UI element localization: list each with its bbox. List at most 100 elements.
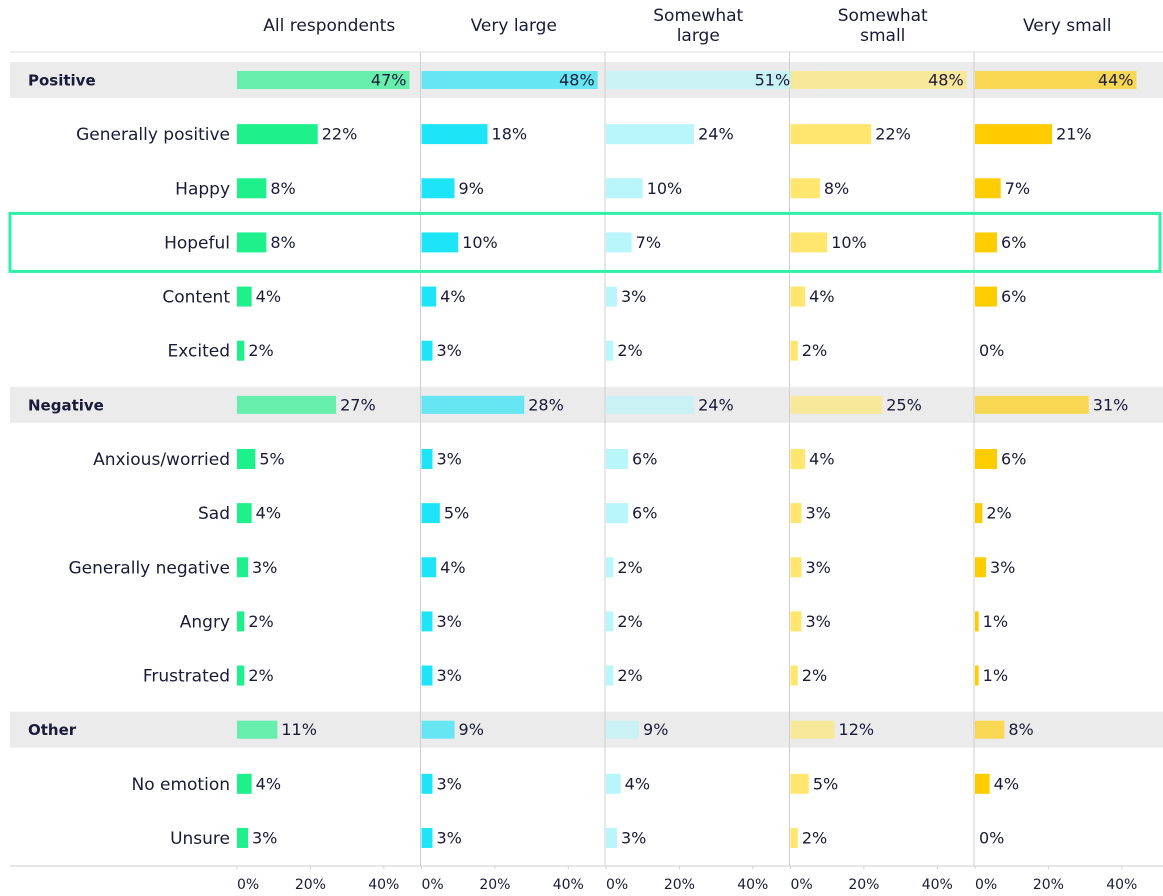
bar (790, 395, 883, 414)
bar (790, 557, 802, 578)
value-label: 3% (806, 612, 831, 631)
bar (606, 720, 640, 739)
bar (790, 773, 809, 794)
x-tick-label: 0% (791, 877, 813, 893)
value-label: 4% (809, 449, 834, 468)
bar (790, 827, 798, 848)
value-label: 7% (1005, 179, 1030, 198)
bar (421, 340, 433, 361)
category-label: Angry (180, 612, 230, 632)
bar (237, 124, 318, 145)
column-header: Very small (1022, 16, 1112, 36)
group-label: Other (28, 721, 77, 739)
bar (421, 124, 488, 145)
x-tick-label: 20% (664, 877, 695, 893)
value-label: 4% (256, 774, 281, 793)
bar (975, 665, 979, 686)
value-label: 2% (617, 341, 642, 360)
value-label: 3% (252, 828, 277, 847)
value-label: 1% (983, 612, 1008, 631)
column-header: Very large (470, 16, 557, 36)
value-label: 0% (979, 828, 1004, 847)
value-label: 3% (806, 558, 831, 577)
column-header: Somewhat small (837, 6, 928, 46)
value-label: 22% (875, 125, 911, 144)
value-label: 48% (559, 71, 595, 90)
bar (606, 557, 614, 578)
bar (237, 665, 245, 686)
value-label: 8% (824, 179, 849, 198)
category-label: No emotion (131, 775, 230, 795)
value-label: 22% (322, 125, 358, 144)
bar (606, 232, 632, 253)
bar (237, 720, 278, 739)
value-label: 4% (809, 287, 834, 306)
value-label: 5% (444, 504, 469, 523)
bar (975, 71, 1137, 89)
x-tick-label: 40% (1106, 877, 1137, 893)
x-tick-label: 20% (848, 877, 879, 893)
bar (421, 720, 455, 739)
category-label: Anxious/worried (93, 450, 230, 470)
group-label: Positive (28, 72, 96, 90)
value-label: 2% (248, 341, 273, 360)
bar (237, 503, 252, 524)
bar (237, 340, 245, 361)
x-tick-label: 20% (1033, 877, 1064, 893)
bar (975, 124, 1053, 145)
value-label: 9% (643, 720, 668, 739)
category-label: Generally negative (68, 558, 230, 578)
bar (606, 71, 794, 89)
value-label: 1% (983, 666, 1008, 685)
value-label: 4% (440, 558, 465, 577)
category-label: Happy (175, 179, 230, 199)
value-label: 4% (625, 774, 650, 793)
value-label: 4% (994, 774, 1019, 793)
bar (790, 720, 835, 739)
bar (790, 340, 798, 361)
x-tick-label: 0% (422, 877, 444, 893)
x-tick-label: 0% (237, 877, 259, 893)
bar (421, 395, 525, 414)
value-label: 9% (459, 720, 484, 739)
bar (790, 286, 806, 307)
value-label: 3% (437, 612, 462, 631)
bar (975, 286, 998, 307)
value-label: 3% (437, 341, 462, 360)
value-label: 10% (831, 233, 867, 252)
bar (790, 178, 820, 199)
bar (606, 773, 621, 794)
value-label: 8% (270, 233, 295, 252)
value-label: 5% (259, 449, 284, 468)
bar (237, 71, 410, 89)
value-label: 21% (1056, 125, 1092, 144)
category-label: Generally positive (76, 125, 230, 145)
highlight-box (8, 211, 1162, 273)
value-label: 0% (979, 341, 1004, 360)
bar (237, 395, 337, 414)
bar (975, 395, 1089, 414)
group-row-bg (10, 386, 1163, 423)
bar (606, 665, 614, 686)
bar (421, 178, 455, 199)
bar (421, 773, 433, 794)
value-label: 6% (1001, 449, 1026, 468)
group-row-bg (10, 711, 1163, 748)
value-label: 3% (437, 449, 462, 468)
value-label: 2% (802, 666, 827, 685)
bar (790, 611, 802, 632)
value-label: 24% (698, 125, 734, 144)
bar (975, 448, 998, 469)
x-tick-label: 40% (737, 877, 768, 893)
value-label: 2% (617, 558, 642, 577)
value-label: 6% (632, 504, 657, 523)
value-label: 2% (617, 612, 642, 631)
group-label: Negative (28, 396, 104, 414)
bar (421, 232, 459, 253)
value-label: 3% (437, 666, 462, 685)
x-tick-label: 0% (606, 877, 628, 893)
value-label: 3% (621, 287, 646, 306)
value-label: 51% (755, 71, 791, 90)
bar (421, 503, 440, 524)
